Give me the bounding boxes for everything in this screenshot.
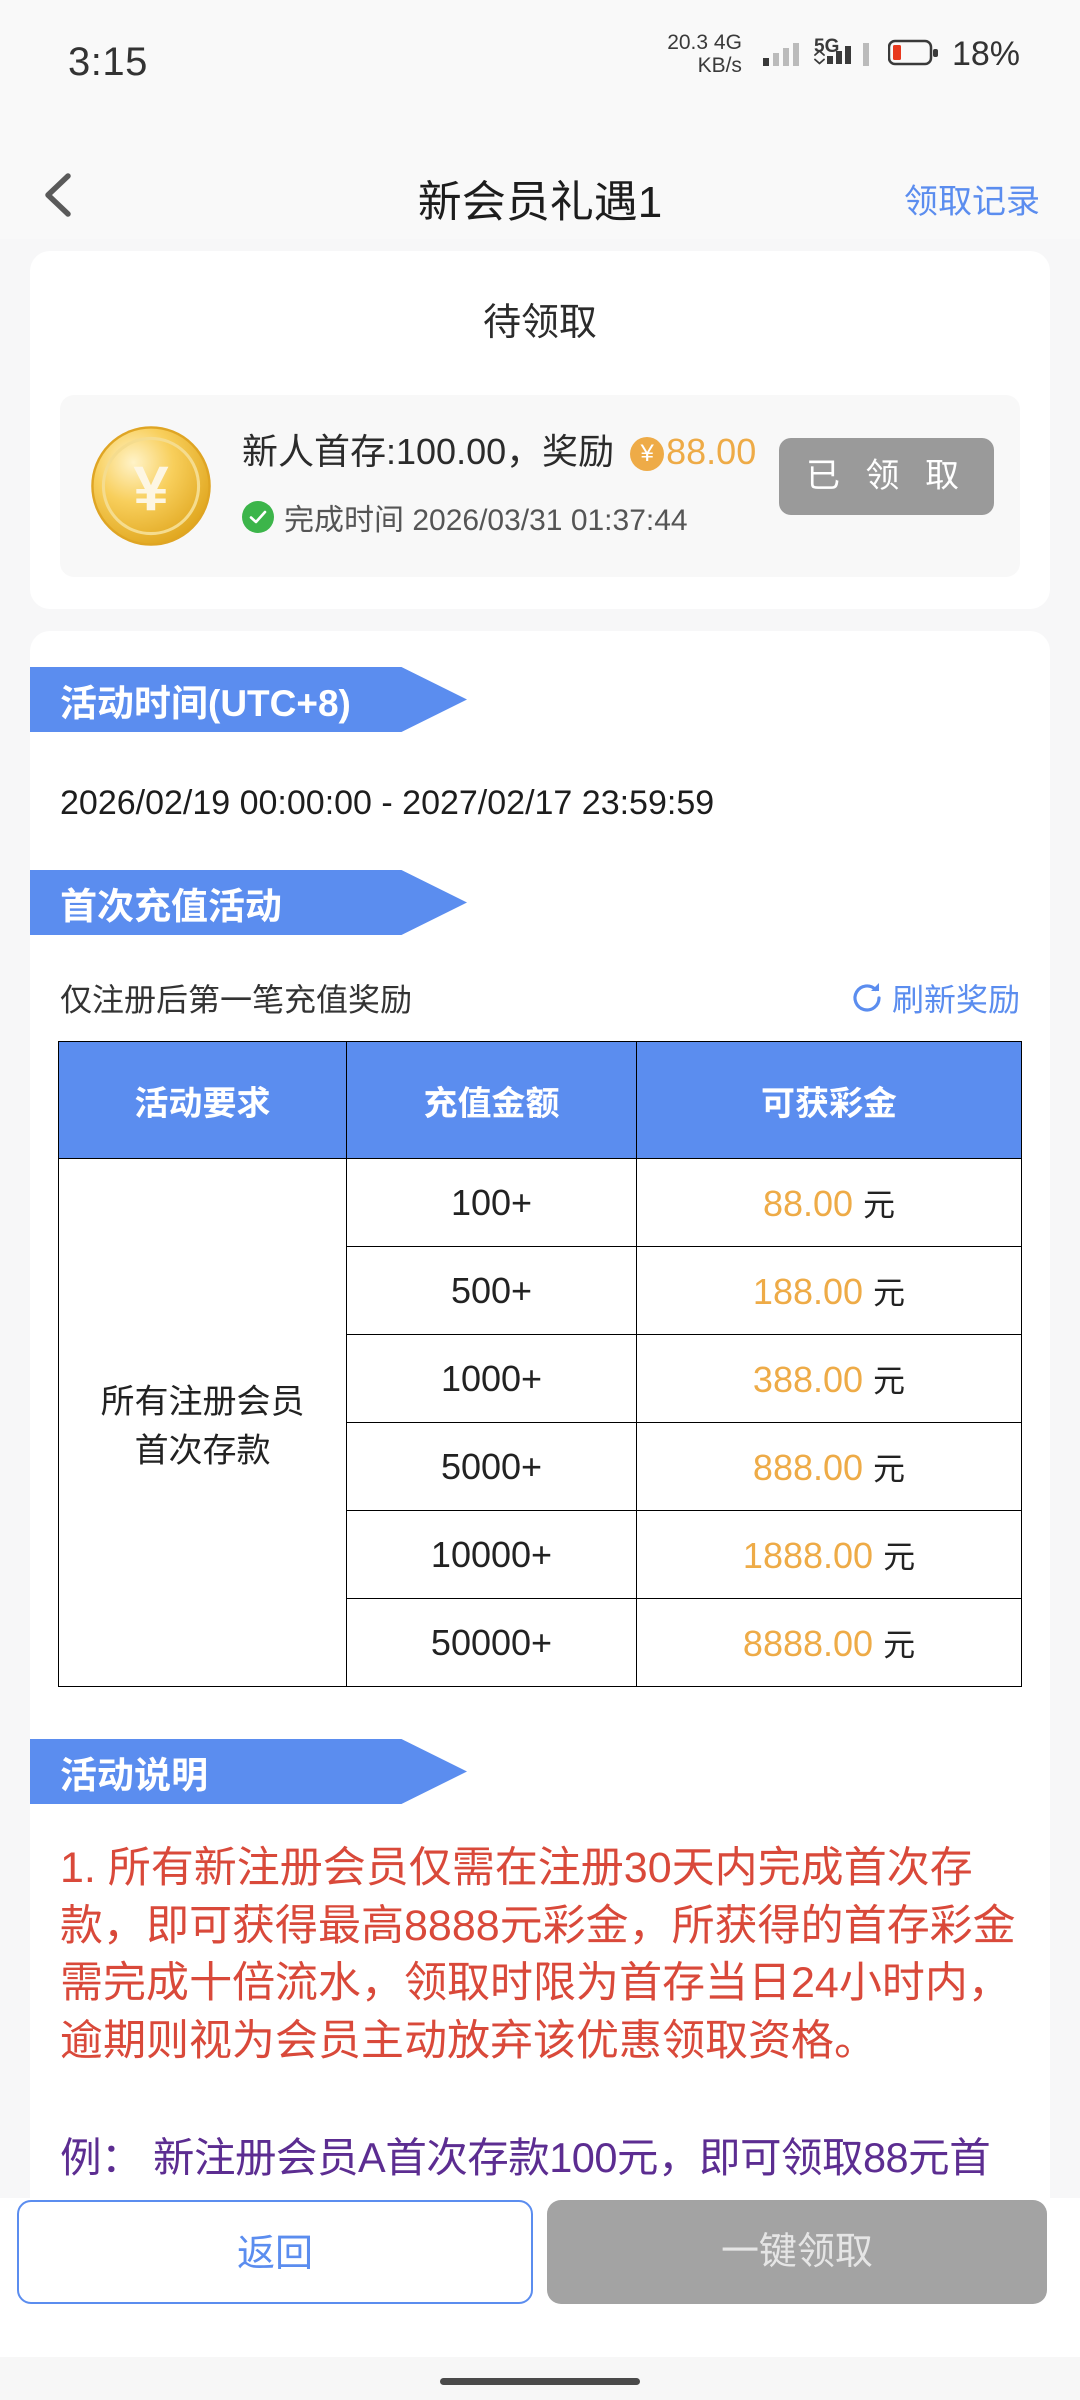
svg-text:5G: 5G bbox=[814, 37, 839, 57]
svg-text:¥: ¥ bbox=[133, 454, 168, 524]
